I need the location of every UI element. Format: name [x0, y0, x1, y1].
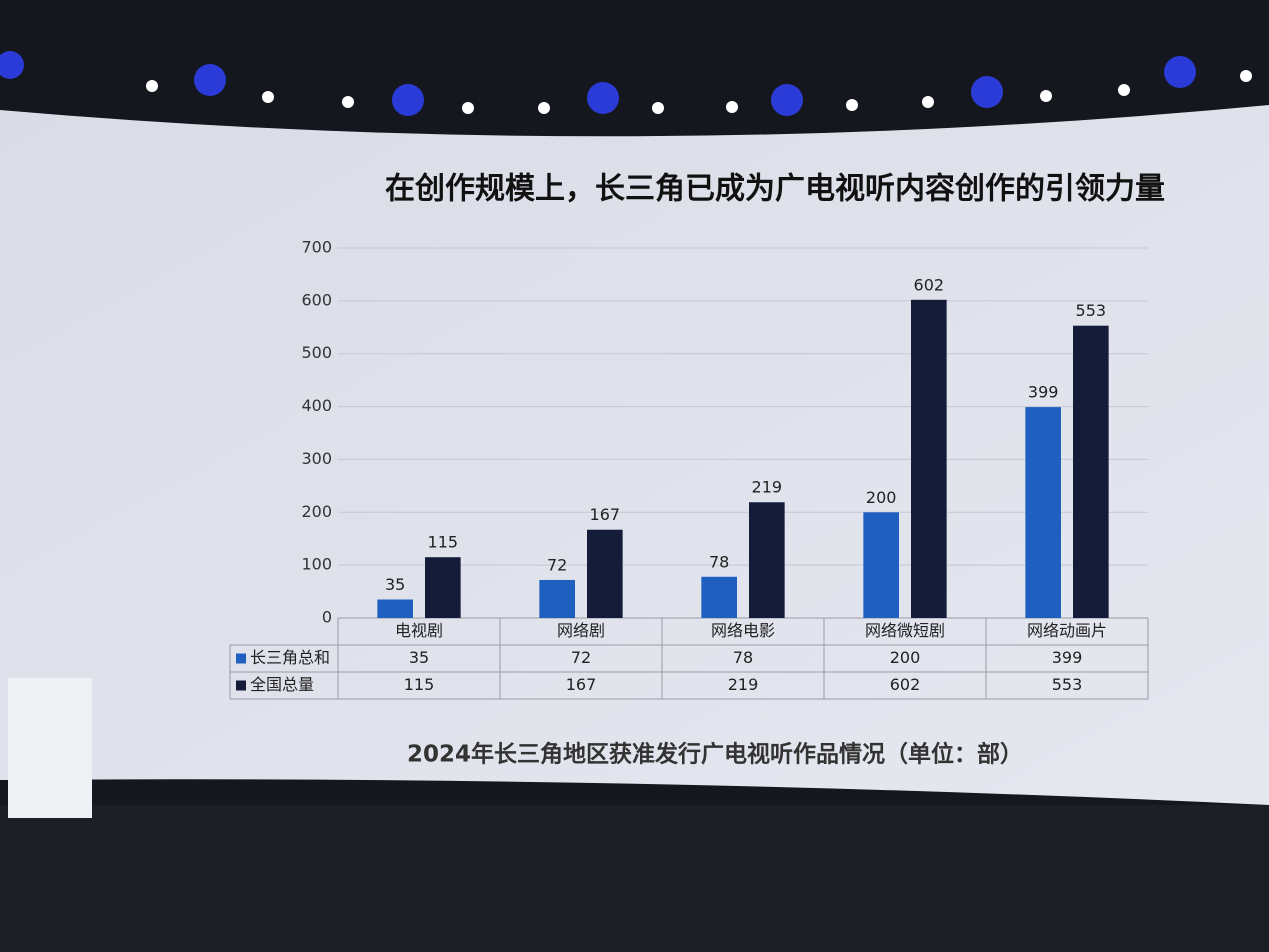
bar	[911, 299, 947, 618]
data-label: 167	[590, 505, 621, 524]
screen	[0, 105, 1269, 805]
legend-label: 全国总量	[250, 675, 314, 694]
legend-swatch	[236, 680, 246, 691]
chart-subtitle: 2024年长三角地区获准发行广电视听作品情况（单位：部）	[407, 741, 1023, 768]
x-tick-label: 电视剧	[395, 621, 443, 640]
y-tick-label: 100	[301, 555, 332, 574]
x-tick-label: 网络剧	[557, 621, 605, 640]
table-value: 35	[409, 648, 429, 667]
table-value: 78	[733, 648, 753, 667]
data-label: 72	[547, 555, 567, 574]
data-label: 78	[709, 552, 729, 571]
y-tick-label: 600	[301, 290, 332, 309]
y-tick-label: 0	[322, 608, 332, 627]
stage-lights	[0, 51, 1196, 116]
bar	[539, 579, 575, 618]
legend-label: 长三角总和	[250, 648, 330, 667]
x-tick-label: 网络微短剧	[865, 621, 945, 640]
bar	[377, 599, 413, 618]
data-label: 602	[914, 275, 945, 294]
bar	[863, 512, 899, 618]
table-value: 72	[571, 648, 591, 667]
data-label: 35	[385, 575, 405, 594]
table-value: 115	[404, 675, 435, 694]
data-label: 200	[866, 488, 897, 507]
x-tick-label: 网络电影	[711, 621, 775, 640]
table-value: 399	[1052, 648, 1083, 667]
y-tick-label: 300	[301, 449, 332, 468]
table-value: 602	[890, 675, 921, 694]
bar	[749, 502, 785, 618]
table-value: 553	[1052, 675, 1083, 694]
x-tick-label: 网络动画片	[1027, 621, 1107, 640]
y-tick-label: 400	[301, 396, 332, 415]
bar	[1025, 407, 1061, 618]
audience-area	[0, 805, 1269, 952]
data-label: 399	[1028, 383, 1059, 402]
bar	[701, 576, 737, 618]
table-value: 167	[566, 675, 597, 694]
bar	[587, 529, 623, 618]
spotlights	[146, 70, 1252, 114]
podium	[8, 678, 92, 818]
bar	[1073, 325, 1109, 618]
chart-title: 在创作规模上，长三角已成为广电视听内容创作的引领力量	[385, 172, 1165, 207]
data-label: 115	[428, 533, 459, 552]
table-value: 200	[890, 648, 921, 667]
y-tick-label: 200	[301, 502, 332, 521]
table-value: 219	[728, 675, 759, 694]
y-tick-label: 500	[301, 343, 332, 362]
data-label: 219	[752, 478, 783, 497]
legend-swatch	[236, 653, 246, 664]
data-label: 553	[1076, 301, 1107, 320]
y-tick-label: 700	[301, 238, 332, 257]
bar	[425, 557, 461, 618]
